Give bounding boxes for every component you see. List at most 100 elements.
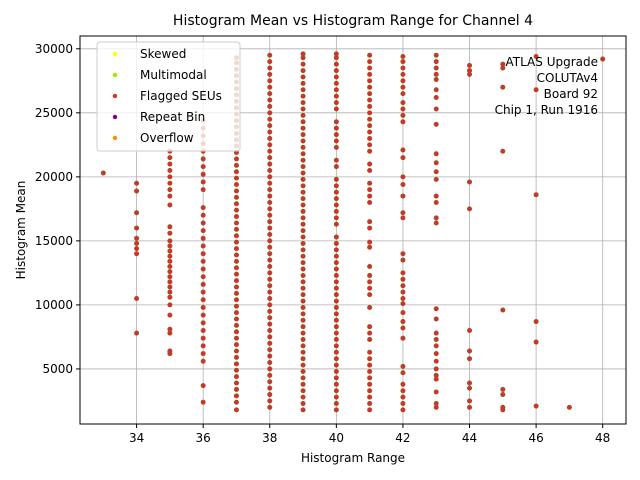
data-point	[200, 304, 206, 310]
data-point	[267, 212, 273, 218]
y-tick-label: 20000	[35, 170, 73, 184]
data-point	[233, 374, 239, 380]
data-point	[333, 125, 339, 131]
data-point	[233, 271, 239, 277]
data-point	[367, 193, 373, 199]
data-point	[367, 91, 373, 97]
data-point	[333, 176, 339, 182]
annotation-line: Chip 1, Run 1916	[495, 103, 598, 117]
data-point	[367, 78, 373, 84]
data-point	[333, 93, 339, 99]
y-tick-label: 30000	[35, 42, 73, 56]
data-point	[367, 304, 373, 310]
data-point	[267, 321, 273, 327]
data-point	[167, 289, 173, 295]
data-point	[134, 240, 140, 246]
data-point	[233, 246, 239, 252]
data-point	[367, 219, 373, 225]
data-point	[167, 193, 173, 199]
data-point	[400, 381, 406, 387]
data-point	[300, 266, 306, 272]
x-axis-ticks: 34 36 38 40 42 44 46 48	[129, 424, 610, 445]
legend-label: Overflow	[140, 131, 194, 145]
x-tick-label: 46	[528, 431, 543, 445]
data-point	[167, 187, 173, 193]
data-point	[167, 302, 173, 308]
data-point	[300, 368, 306, 374]
data-point	[333, 368, 339, 374]
data-point	[233, 329, 239, 335]
plot-frame	[79, 35, 627, 425]
data-point	[167, 253, 173, 259]
x-tick-label: 36	[196, 431, 211, 445]
data-point	[367, 225, 373, 231]
data-point	[300, 100, 306, 106]
data-point	[433, 366, 439, 372]
data-point	[533, 53, 539, 59]
data-point	[300, 125, 306, 131]
data-point	[400, 106, 406, 112]
data-point	[267, 328, 273, 334]
data-point	[233, 354, 239, 360]
data-point	[267, 270, 273, 276]
data-point	[333, 51, 339, 57]
data-point	[267, 353, 273, 359]
x-tick-label: 48	[595, 431, 610, 445]
data-point	[233, 284, 239, 290]
data-point	[233, 407, 239, 413]
data-point	[333, 234, 339, 240]
data-point	[233, 182, 239, 188]
data-point	[267, 385, 273, 391]
data-point	[134, 246, 140, 252]
data-point	[333, 356, 339, 362]
data-point	[233, 278, 239, 284]
data-point	[367, 244, 373, 250]
data-point	[333, 272, 339, 278]
data-point	[300, 375, 306, 381]
data-point	[367, 142, 373, 148]
data-point	[300, 253, 306, 259]
data-point	[200, 335, 206, 341]
data-point	[267, 174, 273, 180]
data-point	[167, 243, 173, 249]
data-point	[200, 320, 206, 326]
data-point	[200, 399, 206, 405]
data-point	[267, 219, 273, 225]
data-point	[333, 401, 339, 407]
data-point	[267, 148, 273, 154]
data-point	[367, 161, 373, 167]
data-point	[333, 189, 339, 195]
data-point	[200, 179, 206, 185]
y-axis-ticks: 5000 10000 15000 20000 25000 30000	[35, 42, 80, 376]
data-point	[134, 296, 140, 302]
data-point	[400, 283, 406, 289]
data-point	[367, 71, 373, 77]
data-point	[200, 187, 206, 193]
data-point	[400, 84, 406, 90]
data-point	[433, 106, 439, 112]
data-point	[167, 202, 173, 208]
data-point	[333, 266, 339, 272]
legend-box	[96, 41, 241, 152]
data-point	[233, 220, 239, 226]
data-point	[333, 157, 339, 163]
annotation-line: ATLAS Upgrade	[505, 55, 598, 69]
data-point	[267, 180, 273, 186]
data-point	[300, 151, 306, 157]
data-point	[367, 97, 373, 103]
data-point	[267, 263, 273, 269]
data-point	[467, 380, 473, 386]
legend-marker	[112, 114, 118, 120]
data-point	[267, 187, 273, 193]
data-point	[267, 366, 273, 372]
data-point	[233, 252, 239, 258]
data-point	[300, 93, 306, 99]
data-point	[300, 208, 306, 214]
data-point	[267, 103, 273, 109]
data-point	[467, 348, 473, 354]
data-point	[267, 155, 273, 161]
data-point	[233, 207, 239, 213]
data-point	[300, 394, 306, 400]
data-point	[333, 119, 339, 125]
data-point	[200, 274, 206, 280]
